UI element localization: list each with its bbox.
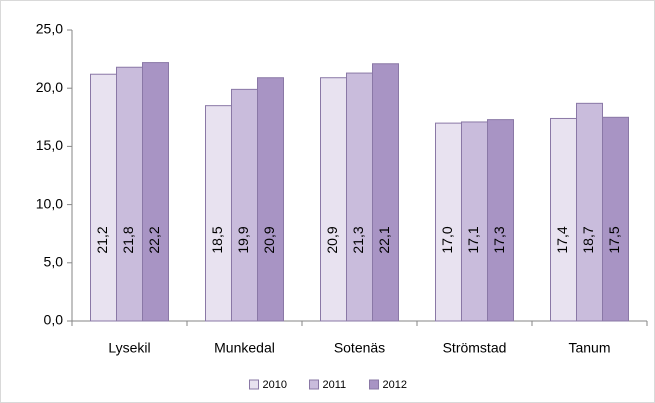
value-label: 17,1 (465, 226, 481, 253)
value-label: 21,2 (94, 226, 110, 253)
value-label: 17,5 (606, 226, 622, 253)
y-tick-label: 0,0 (44, 312, 64, 328)
value-label: 22,2 (146, 226, 162, 253)
legend-label: 2010 (263, 379, 287, 391)
value-label: 17,3 (491, 226, 507, 253)
bar (320, 77, 347, 322)
value-label: 20,9 (261, 226, 277, 253)
y-tick-label: 20,0 (36, 79, 63, 95)
legend-swatch (369, 379, 379, 390)
legend-label: 2012 (383, 379, 407, 391)
bar (372, 63, 399, 322)
bar (116, 66, 143, 322)
value-label: 17,4 (554, 226, 570, 253)
x-tick-label: Tanum (568, 340, 610, 356)
legend-swatch (309, 379, 319, 390)
y-tick-label: 5,0 (44, 254, 64, 270)
bar (487, 119, 514, 322)
bar (231, 88, 258, 322)
bar (550, 117, 577, 322)
bar (346, 72, 373, 322)
x-tick-label: Munkedal (214, 340, 275, 356)
value-label: 18,5 (209, 226, 225, 253)
bar (576, 102, 603, 322)
bar (205, 105, 232, 322)
value-label: 21,3 (350, 226, 366, 253)
y-tick-label: 25,0 (36, 21, 63, 37)
x-tick-label: Strömstad (443, 340, 507, 356)
value-label: 18,7 (580, 226, 596, 253)
bar (602, 116, 629, 322)
value-label: 21,8 (120, 226, 136, 253)
value-label: 19,9 (235, 226, 251, 253)
bar (257, 77, 284, 322)
bar (461, 121, 488, 322)
value-label: 20,9 (324, 226, 340, 253)
bar (90, 73, 117, 322)
bar (142, 62, 169, 322)
legend-label: 2011 (323, 379, 347, 391)
value-label: 22,1 (376, 226, 392, 253)
legend-swatch (249, 379, 259, 390)
x-tick-label: Lysekil (108, 340, 150, 356)
y-tick-label: 10,0 (36, 195, 63, 211)
x-tick-label: Sotenäs (334, 340, 385, 356)
value-label: 17,0 (439, 226, 455, 253)
bar (435, 122, 462, 322)
y-tick-label: 15,0 (36, 137, 63, 153)
